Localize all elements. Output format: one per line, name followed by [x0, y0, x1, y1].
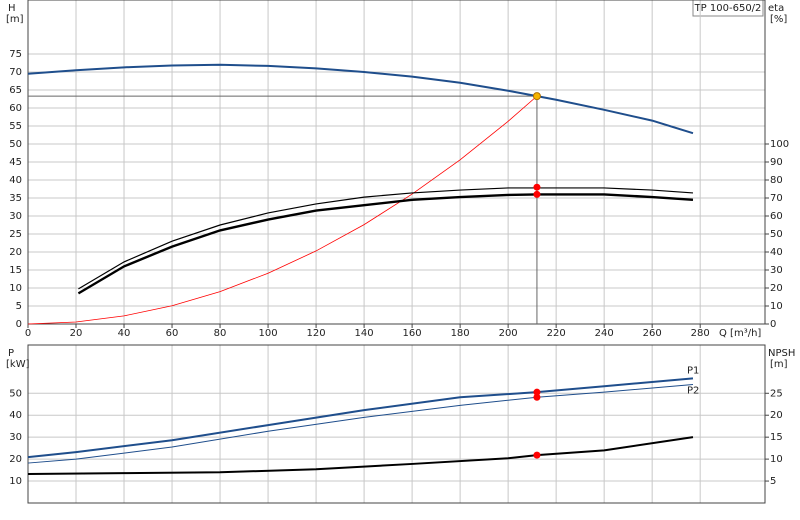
y-axis-label: H: [8, 3, 16, 14]
y-axis-unit: [m]: [6, 14, 24, 25]
x-tick-label: 120: [307, 328, 326, 339]
y-tick-label: 45: [9, 157, 22, 168]
y2-axis-unit: [m]: [770, 359, 788, 370]
y-tick-label: 25: [9, 229, 22, 240]
curve: [27, 63, 694, 135]
x-tick-label: 0: [25, 328, 31, 339]
marker: [533, 451, 541, 459]
y2-tick-label: 10: [770, 301, 783, 312]
curve: [27, 436, 694, 476]
y-tick-label: 5: [16, 301, 22, 312]
y2-tick-label: 15: [770, 432, 783, 443]
x-tick-label: 140: [355, 328, 374, 339]
curve: [27, 384, 694, 464]
x-tick-label: 40: [118, 328, 131, 339]
plot-frame: [27, 344, 766, 504]
y-tick-label: 30: [9, 211, 22, 222]
y2-tick-label: 5: [770, 476, 776, 487]
chart-title: TP 100-650/2: [694, 3, 762, 14]
y2-tick-label: 70: [770, 193, 783, 204]
y-tick-label: 35: [9, 193, 22, 204]
marker: [533, 183, 541, 191]
y2-tick-label: 25: [770, 388, 783, 399]
y-tick-label: 50: [9, 388, 22, 399]
marker: [533, 388, 541, 396]
curve: [78, 187, 694, 290]
y2-tick-label: 90: [770, 157, 783, 168]
y-tick-label: 40: [9, 175, 22, 186]
series-label: P1: [687, 365, 699, 376]
y2-tick-label: 0: [770, 319, 776, 330]
y-tick-label: 55: [9, 121, 22, 132]
x-tick-label: 200: [499, 328, 518, 339]
y-tick-label: 60: [9, 103, 22, 114]
y2-tick-label: 80: [770, 175, 783, 186]
y-tick-label: 70: [9, 67, 22, 78]
y-axis-label: P: [8, 348, 14, 359]
series-label: P2: [687, 386, 699, 397]
x-tick-label: 100: [259, 328, 278, 339]
y-tick-label: 20: [9, 247, 22, 258]
y2-tick-label: 20: [770, 283, 783, 294]
y2-axis-label: eta: [768, 3, 784, 14]
y-tick-label: 0: [16, 319, 22, 330]
x-tick-label: 240: [595, 328, 614, 339]
y-tick-label: 40: [9, 410, 22, 421]
y-tick-label: 20: [9, 454, 22, 465]
x-tick-label: 160: [403, 328, 422, 339]
x-tick-label: 20: [70, 328, 83, 339]
plot-frame: [27, 0, 766, 325]
x-tick-label: 80: [214, 328, 227, 339]
curve: [77, 193, 694, 295]
x-tick-label: 280: [691, 328, 710, 339]
marker: [533, 190, 541, 198]
marker: [532, 92, 541, 101]
y2-tick-label: 50: [770, 229, 783, 240]
x-tick-label: 220: [547, 328, 566, 339]
x-axis-label: Q [m³/h]: [719, 328, 761, 339]
y-tick-label: 10: [9, 476, 22, 487]
y-tick-label: 65: [9, 85, 22, 96]
y2-tick-label: 30: [770, 265, 783, 276]
curve: [27, 377, 694, 459]
y-tick-label: 30: [9, 432, 22, 443]
y2-tick-label: 40: [770, 247, 783, 258]
y2-tick-label: 20: [770, 410, 783, 421]
marker: [533, 393, 541, 401]
y2-axis-unit: [%]: [770, 14, 787, 25]
title-box: [692, 0, 764, 17]
y-tick-label: 15: [9, 265, 22, 276]
x-tick-label: 180: [451, 328, 470, 339]
y2-tick-label: 60: [770, 211, 783, 222]
y2-tick-label: 10: [770, 454, 783, 465]
x-tick-label: 60: [166, 328, 179, 339]
x-tick-label: 260: [643, 328, 662, 339]
y-axis-unit: [kW]: [6, 359, 30, 370]
y-tick-label: 10: [9, 283, 22, 294]
curve: [27, 95, 538, 325]
y-tick-label: 50: [9, 139, 22, 150]
y-tick-label: 75: [9, 49, 22, 60]
y2-axis-label: NPSH: [768, 348, 795, 359]
y2-tick-label: 100: [770, 139, 789, 150]
